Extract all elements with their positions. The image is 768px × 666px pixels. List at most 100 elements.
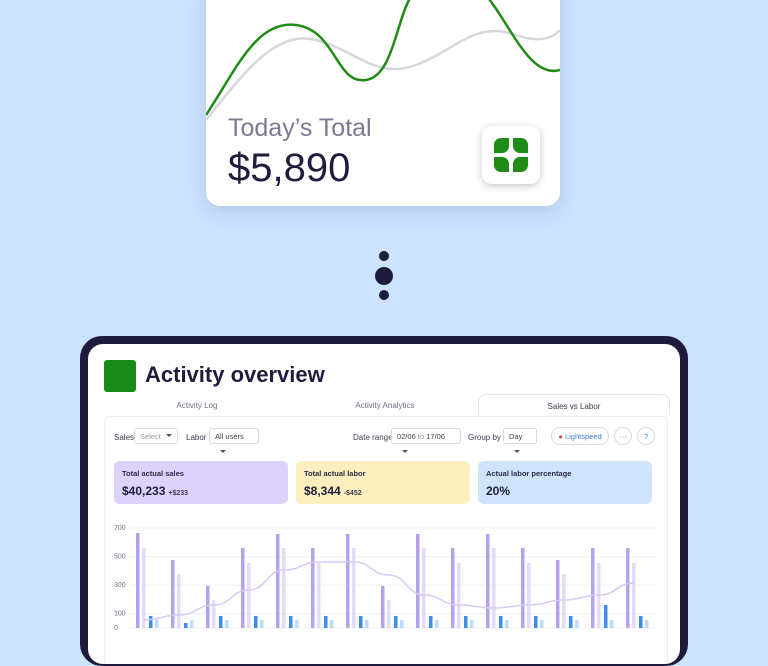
bar — [505, 620, 509, 628]
date-from: 02/06 — [397, 432, 416, 441]
app-icon — [482, 126, 540, 184]
bar — [276, 534, 280, 628]
bar — [190, 620, 194, 628]
bar — [527, 563, 531, 628]
bar — [352, 548, 356, 628]
filter-label: Group by — [468, 433, 501, 442]
bar — [289, 616, 293, 628]
bar — [575, 620, 579, 628]
bar — [381, 586, 385, 628]
bar — [254, 616, 258, 628]
bar — [540, 620, 544, 628]
integration-label: Lightspeed — [564, 432, 602, 441]
panel — [104, 416, 668, 664]
kpi-value: $40,233 +$233 — [122, 484, 189, 498]
connector-dot — [379, 290, 389, 300]
bar — [346, 534, 350, 628]
connector-dot — [375, 267, 393, 285]
bar — [562, 574, 566, 628]
bar — [365, 620, 369, 628]
bar — [282, 548, 286, 628]
kpi-delta: +$233 — [168, 490, 189, 497]
bar — [632, 563, 636, 628]
bar — [521, 548, 525, 628]
tab[interactable]: Activity Log — [176, 401, 218, 410]
bar — [492, 548, 496, 628]
bar — [645, 620, 649, 628]
comparison-line — [206, 29, 560, 121]
y-tick-label: 500 — [114, 553, 126, 560]
integration-icon: ● — [558, 432, 563, 441]
bar — [464, 616, 468, 628]
tab-active[interactable]: Sales vs Labor — [478, 394, 670, 415]
date-to-word: to — [417, 432, 425, 441]
bar — [626, 548, 630, 628]
bar — [486, 534, 490, 628]
kpi-card: Actual labor percentage 20% — [478, 461, 652, 504]
help-button[interactable]: ? — [637, 427, 655, 445]
bar — [142, 548, 146, 628]
filter-label: Labor — [186, 433, 207, 442]
bar — [394, 616, 398, 628]
card-value: $5,890 — [228, 146, 351, 190]
bar — [155, 620, 159, 628]
bar — [470, 620, 474, 628]
bar — [260, 620, 264, 628]
bar — [206, 586, 210, 628]
kpi-delta: -$452 — [343, 490, 362, 497]
bar — [639, 616, 643, 628]
bar — [212, 600, 216, 628]
integration-button[interactable]: ● Lightspeed — [551, 427, 609, 445]
bar — [317, 563, 321, 628]
bar — [324, 616, 328, 628]
bar — [177, 574, 181, 628]
card-sparkline — [206, 0, 560, 121]
y-tick-label: 0 — [114, 625, 118, 632]
trend-line — [143, 561, 635, 621]
kpi-value: $8,344 -$452 — [304, 484, 362, 498]
sales-select[interactable]: Select — [134, 428, 178, 444]
bar — [149, 616, 153, 628]
tab[interactable]: Activity Analytics — [355, 401, 415, 410]
chart: 0 100 300 500 700 — [114, 525, 655, 632]
bar — [604, 605, 608, 628]
connector-dot — [379, 251, 389, 261]
kpi-label: Actual labor percentage — [486, 469, 572, 478]
clover-icon — [494, 138, 528, 172]
kpi-card: Total actual labor $8,344 -$452 — [296, 461, 470, 504]
bar — [359, 616, 363, 628]
y-tick-label: 700 — [114, 525, 126, 532]
y-tick-label: 300 — [114, 582, 126, 589]
bar — [241, 548, 245, 628]
bar — [184, 623, 188, 628]
filter-label: Sales — [114, 433, 135, 442]
dashboard: Activity overview Activity Log Activity … — [88, 344, 680, 664]
labor-select[interactable]: All users — [209, 428, 259, 444]
bar — [556, 560, 560, 628]
bar — [534, 616, 538, 628]
page: {"card": {"label": "Today’s Total", "val… — [0, 0, 768, 640]
y-tick-label: 100 — [114, 611, 126, 618]
bar — [569, 616, 573, 628]
group-select[interactable]: Day — [503, 428, 537, 444]
bar — [171, 560, 175, 628]
bar — [499, 616, 503, 628]
date-select[interactable]: 02/06 to 17/06 — [391, 428, 461, 444]
logo — [104, 360, 136, 392]
bar — [247, 563, 251, 628]
kpi-value: 20% — [486, 484, 511, 498]
bar — [400, 620, 404, 628]
total-card: Today’s Total $5,890 — [206, 0, 560, 206]
kpi-label: Total actual labor — [304, 469, 366, 478]
bar — [387, 600, 391, 628]
bar — [457, 563, 461, 628]
bar — [330, 620, 334, 628]
more-button[interactable]: ··· — [614, 427, 632, 445]
sales-line — [206, 0, 560, 116]
bar — [591, 548, 595, 628]
bar — [416, 534, 420, 628]
bar — [136, 533, 140, 628]
date-to: 17/06 — [426, 432, 446, 441]
bar — [451, 548, 455, 628]
bar — [219, 616, 223, 628]
